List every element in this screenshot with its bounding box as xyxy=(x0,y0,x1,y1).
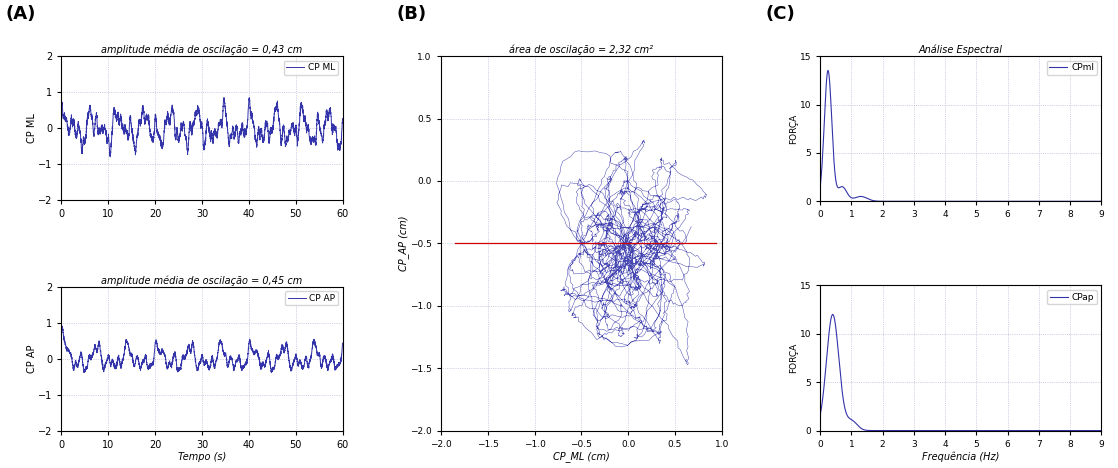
X-axis label: CP_ML (cm): CP_ML (cm) xyxy=(553,451,609,462)
Y-axis label: CP AP: CP AP xyxy=(27,344,37,373)
Title: amplitude média de oscilação = 0,45 cm: amplitude média de oscilação = 0,45 cm xyxy=(102,275,303,286)
Text: (C): (C) xyxy=(766,5,796,22)
Y-axis label: FORÇA: FORÇA xyxy=(789,114,798,144)
Title: amplitude média de oscilação = 0,43 cm: amplitude média de oscilação = 0,43 cm xyxy=(102,45,303,55)
Legend: CPml: CPml xyxy=(1046,61,1097,75)
X-axis label: Frequência (Hz): Frequência (Hz) xyxy=(922,451,999,462)
Text: (A): (A) xyxy=(6,5,36,22)
X-axis label: Tempo (s): Tempo (s) xyxy=(178,453,226,462)
Title: Análise Espectral: Análise Espectral xyxy=(919,45,1003,55)
Text: (B): (B) xyxy=(397,5,427,22)
Title: área de oscilação = 2,32 cm²: área de oscilação = 2,32 cm² xyxy=(510,45,653,55)
Y-axis label: FORÇA: FORÇA xyxy=(789,343,798,373)
Y-axis label: CP ML: CP ML xyxy=(27,113,37,143)
Y-axis label: CP_AP (cm): CP_AP (cm) xyxy=(398,216,408,271)
Legend: CPap: CPap xyxy=(1048,290,1097,304)
Legend: CP AP: CP AP xyxy=(285,291,338,306)
Legend: CP ML: CP ML xyxy=(284,61,338,75)
